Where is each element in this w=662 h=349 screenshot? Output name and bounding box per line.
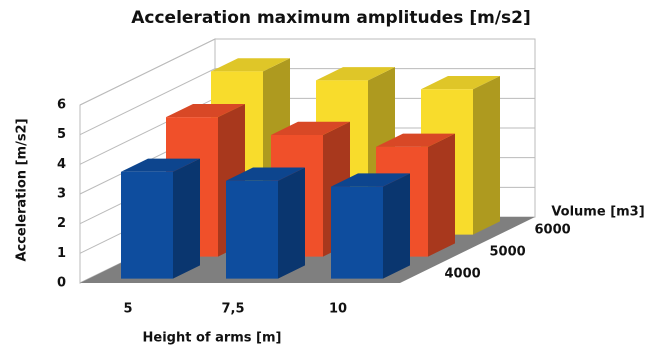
bar [226,180,278,279]
chart-title: Acceleration maximum amplitudes [m/s2] [131,8,531,28]
bar-top [331,173,410,187]
y-tick-label: 5 [57,127,66,142]
grid-line [79,38,535,106]
bar-side [383,173,410,279]
bar-side [278,167,305,279]
bar-top [226,167,305,181]
grid-line [79,68,535,136]
bar-top [166,103,245,118]
z-tick-label: 5000 [490,245,526,260]
x-axis-label: Height of arms [m] [143,331,282,346]
x-tick-label: 5 [123,302,132,317]
y-axis-label: Acceleration [m/s2] [15,118,30,261]
bar-top [121,158,200,172]
y-tick-label: 0 [57,276,66,291]
bar-top [421,76,500,90]
y-tick-label: 4 [57,157,66,172]
z-tick-label: 6000 [535,223,571,238]
z-tick-label: 4000 [445,267,481,282]
y-tick-label: 1 [57,246,66,261]
x-tick-label: 10 [329,302,347,317]
y-tick-label: 6 [57,98,66,113]
bar-side [173,158,200,279]
bar [331,186,383,279]
y-tick-label: 2 [57,216,66,231]
bar-side [428,133,455,257]
z-axis-label: Volume [m3] [551,205,644,220]
bar-top [271,121,350,135]
bar-top [316,67,395,81]
bar-top [376,133,455,147]
y-tick-label: 3 [57,187,66,202]
bar-top [211,58,290,72]
x-tick-label: 7,5 [221,302,244,317]
bar [121,171,173,279]
bar-side [473,76,500,235]
